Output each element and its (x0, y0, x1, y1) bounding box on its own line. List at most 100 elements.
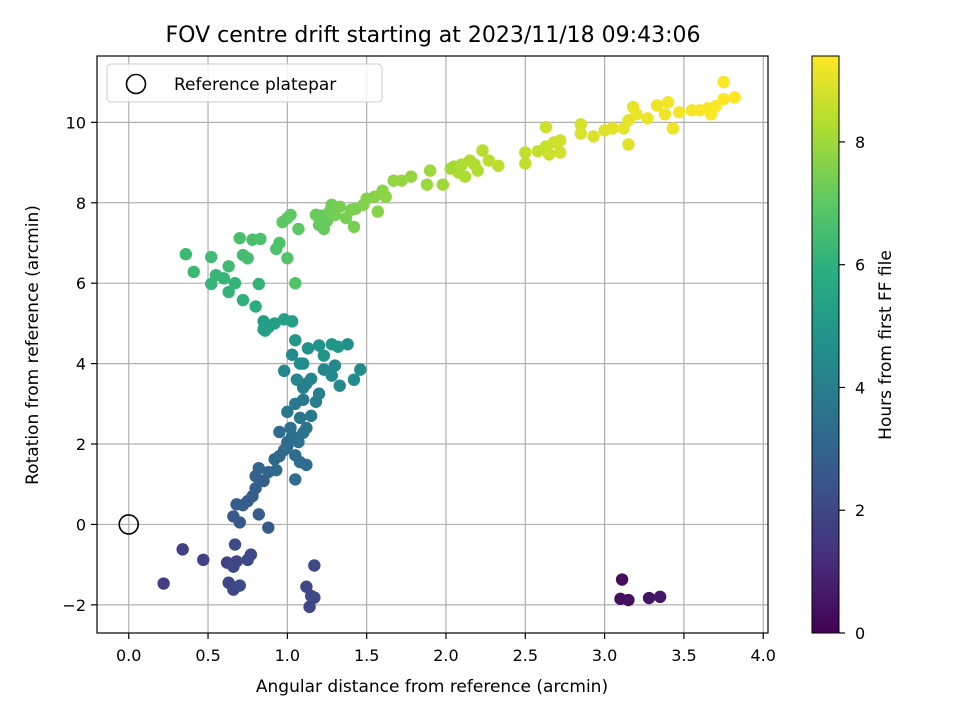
x-tick-label: 2.0 (433, 646, 458, 665)
legend-entry: Reference platepar (174, 75, 336, 95)
scatter-point (157, 577, 170, 590)
scatter-point (553, 146, 567, 159)
scatter-point (241, 252, 254, 265)
scatter-point (395, 174, 408, 187)
scatter-point (574, 127, 588, 140)
scatter-point (325, 369, 338, 382)
scatter-point (331, 340, 345, 353)
scatter-point (661, 96, 675, 109)
scatter-point (574, 118, 588, 131)
x-tick-label: 4.0 (751, 646, 776, 665)
scatter-point (297, 357, 310, 370)
scatter-point (281, 439, 294, 453)
scatter-point (717, 92, 730, 106)
scatter-point (236, 293, 250, 307)
scatter-point (615, 573, 629, 586)
scatter-point (227, 510, 240, 523)
scatter-point (300, 458, 313, 472)
scatter-point (292, 435, 305, 449)
x-axis-label: Angular distance from reference (arcmin) (256, 677, 608, 697)
scatter-point (304, 409, 318, 423)
scatter-point (303, 600, 316, 614)
scatter-point (333, 200, 346, 213)
scatter-point (717, 75, 730, 89)
scatter-point (476, 144, 489, 157)
scatter-point (228, 538, 242, 551)
scatter-point (347, 373, 361, 386)
scatter-point (222, 260, 235, 273)
colorbar-tick-label: 2 (855, 501, 865, 520)
scatter-point (341, 338, 354, 351)
y-tick-label: 10 (66, 113, 86, 132)
scatter-point (289, 334, 302, 347)
scatter-point (328, 359, 342, 372)
scatter-point (187, 265, 200, 279)
scatter-point (281, 405, 294, 419)
scatter-point (273, 425, 286, 439)
x-tick-label: 0.0 (116, 646, 141, 665)
scatter-point (205, 250, 218, 264)
scatter-point (293, 411, 307, 425)
scatter-point (519, 146, 532, 159)
x-tick-label: 1.0 (275, 646, 300, 665)
scatter-point (297, 393, 310, 406)
colorbar-tick-label: 4 (855, 378, 865, 397)
legend: Reference platepar (106, 63, 383, 103)
legend-box (106, 63, 383, 103)
scatter-point (642, 591, 656, 605)
y-axis-label: Rotation from reference (arcmin) (23, 205, 43, 485)
colorbar-label: Hours from first FF file (876, 250, 896, 440)
scatter-point (217, 272, 231, 285)
scatter-point (354, 363, 367, 376)
y-tick-label: 6 (76, 274, 86, 293)
y-tick-label: 2 (76, 435, 86, 454)
scatter-point (622, 138, 635, 151)
colorbar-gradient (811, 55, 840, 634)
scatter-point (233, 231, 246, 245)
scatter-point (262, 521, 275, 534)
colorbar-tick-label: 0 (855, 624, 865, 643)
scatter-point (622, 593, 635, 607)
y-tick-label: 0 (76, 515, 86, 534)
grid (97, 56, 768, 633)
scatter-point (630, 108, 643, 121)
scatter-point (228, 276, 242, 290)
scatter-point (317, 222, 331, 236)
scatter-point (289, 473, 302, 486)
scatter-point (458, 170, 472, 183)
y-tick-label: 4 (76, 355, 86, 374)
scatter-point (277, 364, 291, 378)
scatter-point (728, 91, 741, 104)
y-tick-label: −2 (62, 596, 86, 615)
scatter-point (519, 157, 532, 170)
scatter-point (281, 252, 294, 265)
scatter-point (317, 349, 331, 362)
x-axis-ticks: 0.0 0.5 1.0 1.5 2.0 2.5 3.0 3.5 4.0 (116, 633, 776, 665)
scatter-point (301, 342, 315, 355)
scatter-point (252, 508, 266, 521)
legend-marker-icon (125, 73, 147, 95)
scatter-point (587, 130, 600, 143)
x-tick-label: 2.5 (513, 646, 538, 665)
scatter-point (249, 300, 262, 313)
scatter-point (292, 222, 305, 236)
scatter-point (289, 276, 302, 290)
scatter-point (420, 178, 434, 191)
y-axis-ticks: −2 0 2 4 6 8 10 (62, 113, 97, 615)
scatter-point (300, 580, 313, 593)
x-tick-label: 3.5 (671, 646, 696, 665)
scatter-point (371, 205, 384, 218)
scatter-point (492, 159, 505, 172)
scatter-point (252, 461, 266, 475)
scatter-point (179, 248, 193, 261)
scatter-point (606, 122, 619, 135)
scatter-point (436, 178, 450, 191)
scatter-point (553, 134, 567, 147)
x-tick-label: 0.5 (195, 646, 220, 665)
scatter-point (482, 154, 496, 167)
scatter-point (404, 170, 418, 183)
scatter-point (423, 164, 437, 177)
scatter-point (709, 100, 722, 113)
